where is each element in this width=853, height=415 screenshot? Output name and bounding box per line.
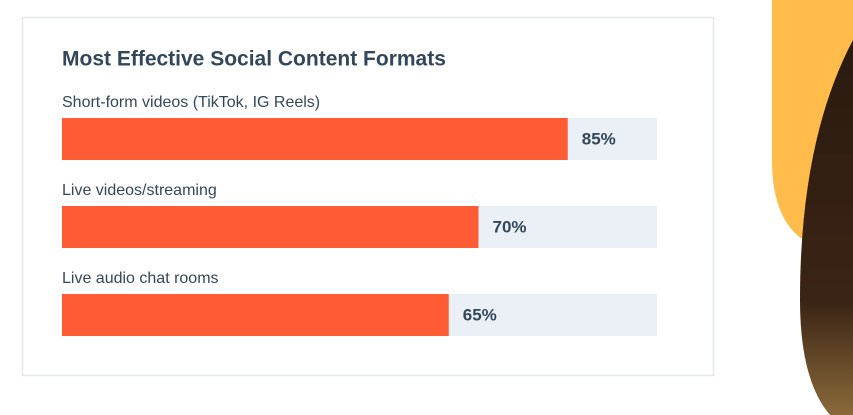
- value-label: 65%: [463, 305, 497, 324]
- chart-title: Most Effective Social Content Formats: [62, 48, 446, 71]
- category-label: Short-form videos (TikTok, IG Reels): [62, 94, 320, 111]
- value-label: 70%: [493, 217, 527, 236]
- decor-photo: [800, 40, 853, 415]
- category-label: Live videos/streaming: [62, 182, 217, 199]
- bar: [62, 118, 568, 160]
- category-label: Live audio chat rooms: [62, 270, 219, 287]
- value-label: 85%: [582, 129, 616, 148]
- bar: [62, 294, 449, 336]
- bar: [62, 206, 479, 248]
- bars: Short-form videos (TikTok, IG Reels) 85% L…: [62, 94, 657, 336]
